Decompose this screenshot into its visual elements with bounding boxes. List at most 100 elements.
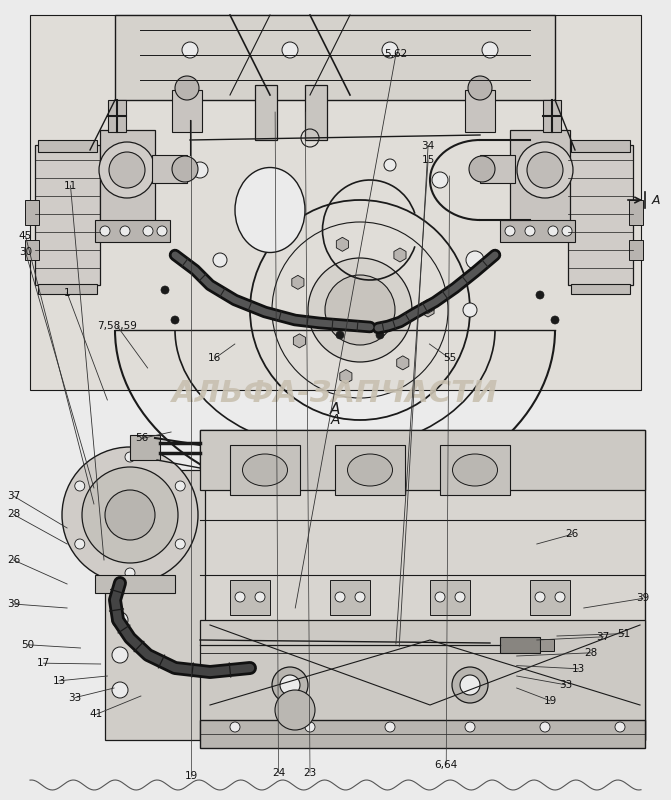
Circle shape (548, 226, 558, 236)
Circle shape (161, 286, 169, 294)
Bar (543, 100, 561, 132)
Text: 34: 34 (421, 141, 435, 150)
Ellipse shape (452, 454, 497, 486)
Circle shape (99, 142, 155, 198)
Polygon shape (292, 275, 304, 290)
Text: 45: 45 (19, 231, 32, 241)
Text: 19: 19 (185, 771, 198, 781)
Text: 50: 50 (21, 640, 35, 650)
Bar (510, 130, 570, 225)
Bar (105, 470, 205, 740)
Text: 24: 24 (272, 768, 285, 778)
Circle shape (275, 690, 315, 730)
Circle shape (272, 667, 308, 703)
Text: 28: 28 (584, 648, 598, 658)
Bar (629, 200, 643, 225)
Bar (305, 85, 327, 140)
Text: 30: 30 (19, 247, 32, 257)
Polygon shape (397, 356, 409, 370)
Text: 5,62: 5,62 (384, 50, 407, 59)
Circle shape (109, 152, 145, 188)
Bar (200, 430, 645, 490)
Text: 41: 41 (89, 710, 103, 719)
Circle shape (525, 226, 535, 236)
Circle shape (125, 452, 135, 462)
Circle shape (376, 331, 384, 339)
Bar (95, 575, 175, 593)
Circle shape (213, 253, 227, 267)
Bar (255, 85, 277, 140)
Circle shape (282, 42, 298, 58)
Bar (38, 140, 97, 152)
Circle shape (452, 667, 488, 703)
Circle shape (175, 539, 185, 549)
Circle shape (536, 291, 544, 299)
Text: 1: 1 (64, 288, 70, 298)
Text: 51: 51 (617, 629, 631, 638)
Bar (25, 240, 39, 260)
Text: 33: 33 (559, 680, 572, 690)
Circle shape (157, 226, 167, 236)
Bar (440, 445, 510, 495)
Bar (480, 155, 515, 183)
Text: 7,58,59: 7,58,59 (97, 322, 138, 331)
Text: A: A (652, 194, 660, 206)
Circle shape (535, 592, 545, 602)
Circle shape (482, 42, 498, 58)
Circle shape (62, 447, 198, 583)
Circle shape (555, 592, 565, 602)
Circle shape (255, 592, 265, 602)
Bar (100, 130, 155, 225)
Polygon shape (293, 334, 305, 348)
Bar (330, 580, 370, 615)
Circle shape (336, 331, 344, 339)
Text: 13: 13 (52, 676, 66, 686)
Circle shape (125, 568, 135, 578)
Text: 28: 28 (7, 510, 20, 519)
Bar (571, 284, 630, 294)
Circle shape (517, 142, 573, 198)
Text: 17: 17 (37, 658, 50, 668)
Circle shape (192, 162, 208, 178)
Text: 15: 15 (421, 155, 435, 165)
Circle shape (385, 722, 395, 732)
Circle shape (384, 159, 396, 171)
Bar (530, 580, 570, 615)
Text: АЛЬФА-ЗАПЧАСТИ: АЛЬФА-ЗАПЧАСТИ (172, 378, 498, 407)
Circle shape (74, 481, 85, 491)
Text: 26: 26 (565, 530, 578, 539)
Text: 19: 19 (544, 696, 557, 706)
Circle shape (562, 226, 572, 236)
Text: 55: 55 (443, 354, 456, 363)
Bar (230, 445, 300, 495)
Circle shape (112, 647, 128, 663)
Polygon shape (340, 370, 352, 383)
Bar (200, 620, 645, 740)
Text: 23: 23 (303, 768, 317, 778)
Circle shape (100, 226, 110, 236)
Circle shape (308, 258, 412, 362)
Bar (500, 637, 540, 653)
Circle shape (230, 722, 240, 732)
Polygon shape (394, 248, 406, 262)
Circle shape (463, 303, 477, 317)
Bar (629, 240, 643, 260)
Circle shape (182, 42, 198, 58)
Circle shape (172, 156, 198, 182)
Circle shape (540, 722, 550, 732)
Circle shape (105, 490, 155, 540)
Bar (38, 284, 97, 294)
Circle shape (335, 592, 345, 602)
Text: 39: 39 (7, 599, 20, 609)
Bar (540, 639, 554, 651)
Ellipse shape (348, 454, 393, 486)
Circle shape (82, 467, 178, 563)
Bar (172, 90, 202, 132)
Text: 33: 33 (68, 693, 82, 702)
Text: 37: 37 (7, 491, 20, 501)
Bar (571, 140, 630, 152)
Bar (130, 435, 160, 460)
Circle shape (355, 592, 365, 602)
Circle shape (325, 275, 395, 345)
Bar (200, 720, 645, 748)
